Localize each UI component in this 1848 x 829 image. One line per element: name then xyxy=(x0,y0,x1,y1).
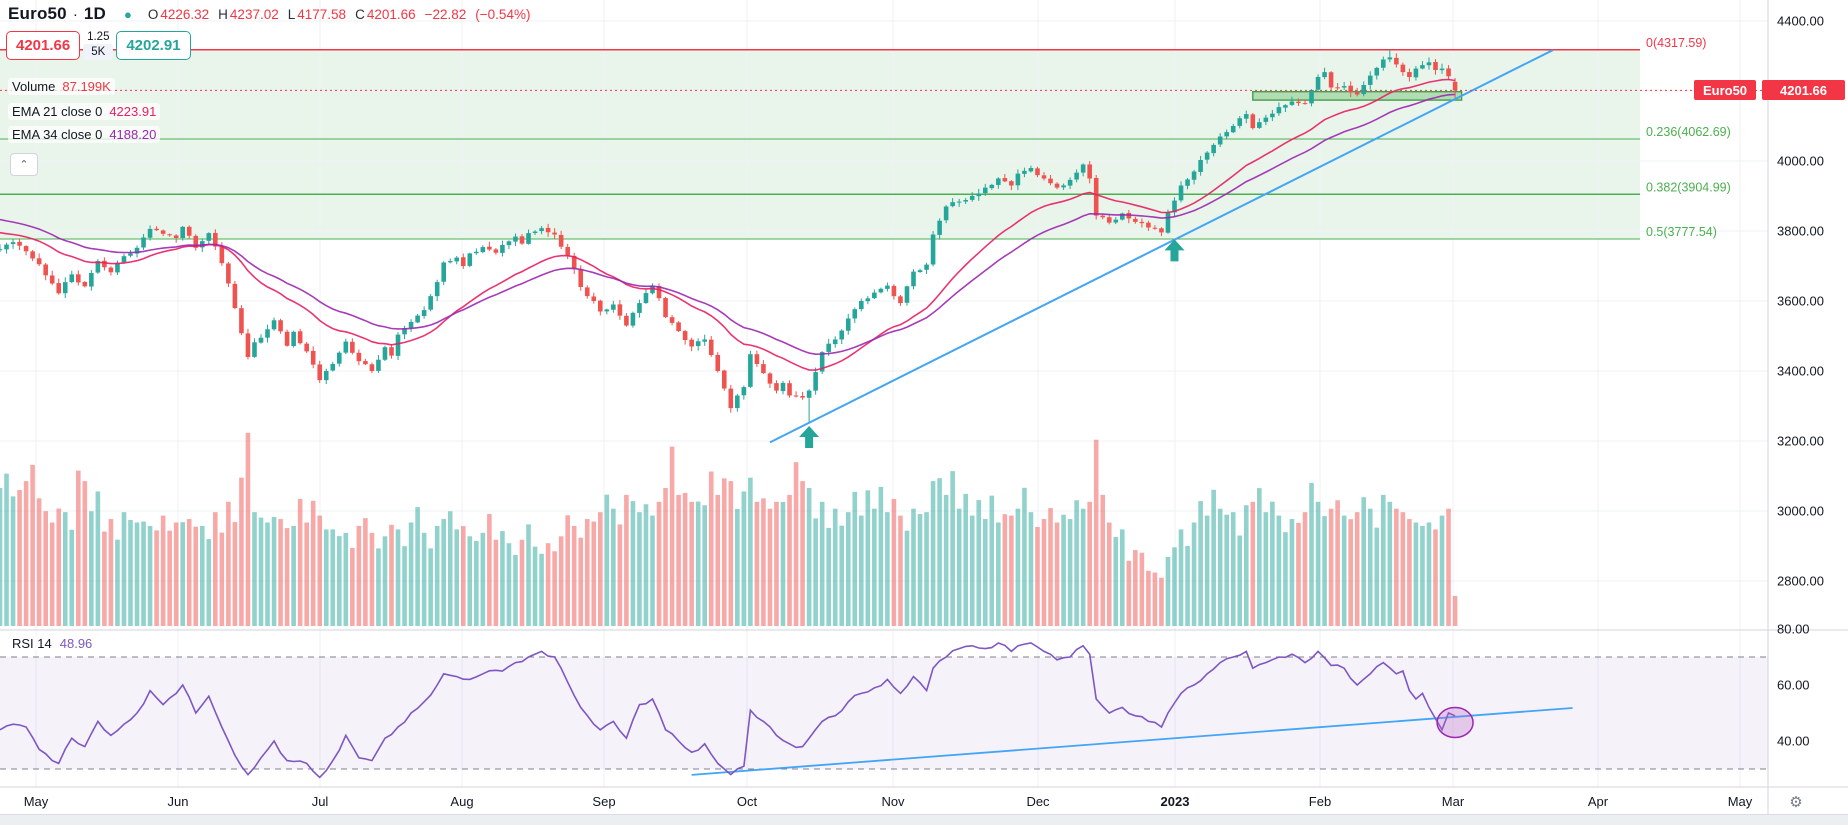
close-value: 4201.66 xyxy=(366,6,416,22)
rsi-legend-row[interactable]: RSI 14 48.96 xyxy=(9,636,96,651)
high-label: H xyxy=(218,6,228,22)
close-label: C xyxy=(355,6,365,22)
fib-level-label: 0.5(3777.54) xyxy=(1646,225,1717,239)
rsi-tick-label: 40.00 xyxy=(1777,734,1810,749)
fib-labels: 0(4317.59) 0.236(4062.69) 0.382(3904.99) 0.… xyxy=(1646,36,1731,239)
interval-label: 1D xyxy=(83,4,106,23)
trade-widget: 4201.66 1.25 5K 4202.91 xyxy=(6,31,191,60)
time-tick-label: Jun xyxy=(168,794,189,809)
time-tick-label: Apr xyxy=(1588,794,1609,809)
fib-retracement[interactable] xyxy=(0,49,1640,240)
price-tag-value: 4201.66 xyxy=(1762,80,1845,100)
arrow-up-marker[interactable] xyxy=(799,425,820,448)
price-tick-label: 3800.00 xyxy=(1777,224,1824,239)
low-value: 4177.58 xyxy=(297,6,347,22)
volume-value: 87.199K xyxy=(62,79,111,94)
fib-zone xyxy=(0,49,1640,239)
volume-label: Volume xyxy=(12,79,56,94)
chevron-up-icon: ⌃ xyxy=(19,159,29,171)
high-value: 4237.02 xyxy=(229,6,279,22)
spread-size-column: 1.25 5K xyxy=(83,31,114,60)
rsi-line[interactable] xyxy=(0,642,1456,779)
time-tick-label: Feb xyxy=(1309,794,1331,809)
rsi-value: 48.96 xyxy=(59,636,93,651)
change-value: −22.82 xyxy=(424,6,467,22)
time-tick-label: 2023 xyxy=(1161,794,1190,809)
time-tick-label: Nov xyxy=(881,794,905,809)
axis-labels: 4400.00 4000.00 3800.00 3600.00 3400.00 3200.… xyxy=(24,14,1824,810)
price-tick-label: 3200.00 xyxy=(1777,434,1824,449)
time-tick-label: Sep xyxy=(592,794,615,809)
open-value: 4226.32 xyxy=(160,6,210,22)
time-tick-label: Mar xyxy=(1442,794,1465,809)
ema21-value: 4223.91 xyxy=(109,104,157,119)
price-tag-symbol: Euro50 xyxy=(1694,80,1756,100)
order-size-value[interactable]: 5K xyxy=(83,44,114,60)
axis-settings-button[interactable]: ⚙ xyxy=(1782,792,1810,812)
price-trendline[interactable] xyxy=(769,49,1554,444)
sell-bid-button[interactable]: 4201.66 xyxy=(6,31,81,60)
rsi-highlight-ellipse[interactable] xyxy=(1436,706,1474,739)
collapse-legend-button[interactable]: ⌃ xyxy=(10,153,38,176)
ema34-value: 4188.20 xyxy=(109,127,157,142)
rsi-label: RSI 14 xyxy=(12,636,52,651)
symbol-interval-separator: · xyxy=(72,5,78,23)
change-percent: (−0.54%) xyxy=(475,6,531,22)
time-tick-label: Oct xyxy=(737,794,758,809)
ema21-label: EMA 21 close 0 xyxy=(12,104,103,119)
time-tick-label: Aug xyxy=(450,794,473,809)
gear-icon: ⚙ xyxy=(1789,794,1803,811)
price-tick-label: 4000.00 xyxy=(1777,154,1824,169)
price-tick-label: 3400.00 xyxy=(1777,364,1824,379)
legend-row-ema34[interactable]: EMA 34 close 0 4188.20 xyxy=(8,126,161,143)
symbol-name: Euro50 xyxy=(8,4,67,23)
price-tick-label: 3000.00 xyxy=(1777,504,1824,519)
time-axis[interactable] xyxy=(0,787,1768,814)
candlesticks xyxy=(0,49,1458,424)
market-status-icon: ● xyxy=(123,6,132,22)
ema-21-line[interactable] xyxy=(0,78,1456,371)
spread-value: 1.25 xyxy=(87,31,110,43)
gridlines xyxy=(0,0,1768,787)
open-label: O xyxy=(147,6,159,22)
bottom-scrollbar[interactable] xyxy=(0,814,1848,825)
arrow-up-marker[interactable] xyxy=(1164,239,1185,262)
price-tick-label: 3600.00 xyxy=(1777,294,1824,309)
fib-level-label: 0.382(3904.99) xyxy=(1646,180,1731,194)
rsi-band xyxy=(0,657,1768,769)
price-tick-label: 2800.00 xyxy=(1777,574,1824,589)
price-axis[interactable] xyxy=(1768,0,1848,787)
rsi-tick-label: 80.00 xyxy=(1777,622,1810,637)
symbol-header[interactable]: Euro50 · 1D ● O 4226.32 H 4237.02 L 4177.58… xyxy=(8,4,530,24)
rsi-trendline[interactable] xyxy=(691,707,1573,776)
time-tick-label: Dec xyxy=(1026,794,1050,809)
volume-bars xyxy=(0,432,1458,626)
rsi-tick-label: 60.00 xyxy=(1777,678,1810,693)
low-label: L xyxy=(287,6,296,22)
legend-row-ema21[interactable]: EMA 21 close 0 4223.91 xyxy=(8,103,161,120)
time-tick-label: May xyxy=(1728,794,1753,809)
price-tick-label: 4400.00 xyxy=(1777,14,1824,29)
ema34-label: EMA 34 close 0 xyxy=(12,127,103,142)
buy-ask-button[interactable]: 4202.91 xyxy=(116,31,191,60)
fib-level-label: 0(4317.59) xyxy=(1646,36,1706,50)
fib-level-label: 0.236(4062.69) xyxy=(1646,125,1731,139)
ohlc-readout: O 4226.32 H 4237.02 L 4177.58 C 4201.66 −22.… xyxy=(148,7,531,22)
time-tick-label: May xyxy=(24,794,49,809)
time-tick-label: Jul xyxy=(312,794,329,809)
legend-row-volume[interactable]: Volume 87.199K xyxy=(8,78,115,95)
ema-34-line[interactable] xyxy=(0,93,1456,356)
